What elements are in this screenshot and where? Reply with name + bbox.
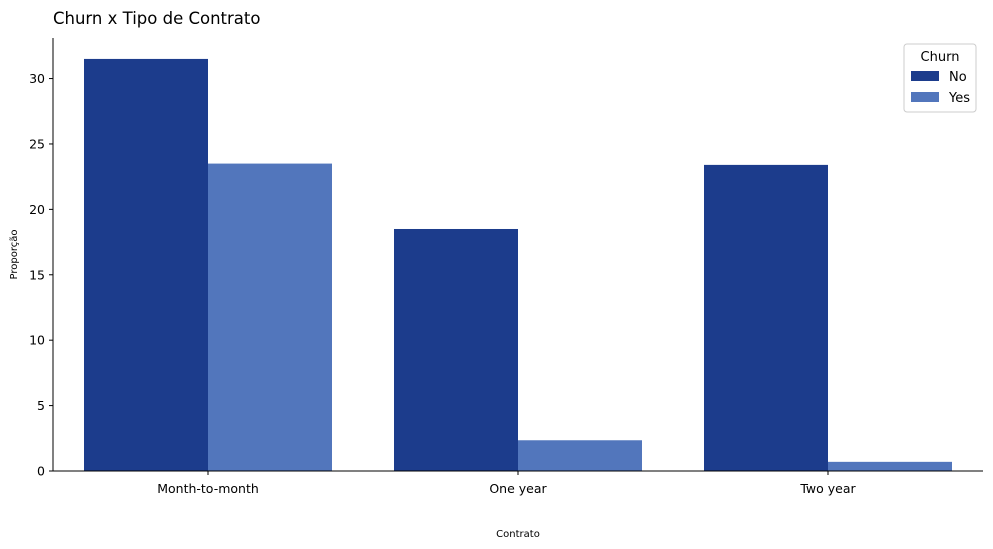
- legend: Churn No Yes: [903, 43, 977, 113]
- bar-yes-0: [208, 163, 332, 472]
- legend-label-yes: Yes: [948, 91, 970, 106]
- y-tick-label: 30: [29, 71, 45, 86]
- y-tick-label: 5: [37, 398, 45, 413]
- y-tick-label: 20: [29, 202, 45, 217]
- legend-label-no: No: [949, 70, 967, 85]
- y-tick-label: 25: [29, 136, 45, 151]
- y-axis-title: Proporção: [9, 230, 20, 280]
- bar-yes-2: [828, 461, 952, 471]
- y-axis: 0 5 10 15 20 25 30: [29, 38, 54, 479]
- bar-no-2: [704, 164, 828, 471]
- bar-no-1: [394, 228, 518, 471]
- x-tick-label: One year: [489, 481, 547, 496]
- x-tick-label: Two year: [799, 481, 856, 496]
- x-tick-label: Month-to-month: [157, 481, 259, 496]
- bars-group: [84, 58, 952, 472]
- bar-no-0: [84, 58, 208, 472]
- y-tick-label: 0: [37, 464, 45, 479]
- y-tick-label: 10: [29, 333, 45, 348]
- legend-swatch-no: [911, 71, 939, 81]
- legend-swatch-yes: [911, 92, 939, 102]
- chart-title: Churn x Tipo de Contrato: [53, 9, 260, 28]
- x-axis: Month-to-month One year Two year: [53, 470, 983, 496]
- legend-title: Churn: [921, 50, 960, 65]
- y-tick-label: 15: [29, 267, 45, 282]
- x-axis-title: Contrato: [496, 529, 540, 540]
- bar-yes-1: [518, 440, 642, 471]
